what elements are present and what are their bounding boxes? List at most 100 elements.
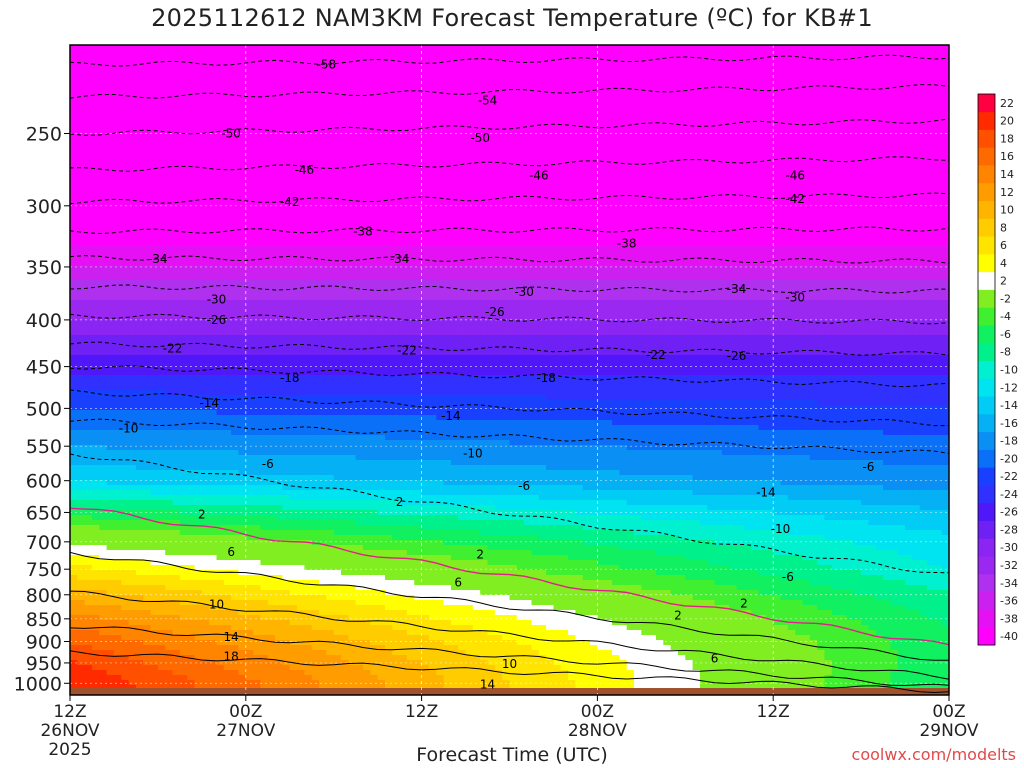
temperature-cell — [326, 255, 335, 261]
temperature-cell — [165, 495, 174, 501]
temperature-cell — [289, 520, 298, 526]
temperature-cell — [70, 150, 78, 156]
temperature-cell — [121, 80, 130, 86]
temperature-cell — [282, 290, 291, 296]
temperature-cell — [99, 445, 108, 451]
temperature-cell — [113, 70, 122, 76]
temperature-cell — [150, 150, 159, 156]
temperature-cell — [267, 325, 276, 331]
temperature-cell — [143, 200, 152, 206]
temperature-cell — [326, 590, 335, 596]
temperature-cell — [201, 250, 210, 256]
temperature-cell — [311, 150, 320, 156]
temperature-cell — [341, 470, 349, 476]
temperature-cell — [260, 65, 269, 71]
temperature-cell — [165, 105, 174, 111]
temperature-cell — [113, 345, 122, 351]
temperature-cell — [326, 220, 335, 226]
temperature-cell — [319, 540, 327, 546]
temperature-cell — [201, 465, 210, 471]
temperature-cell — [245, 605, 254, 611]
temperature-cell — [238, 360, 247, 366]
temperature-cell — [150, 555, 159, 561]
temperature-cell — [77, 195, 86, 201]
temperature-cell — [106, 575, 115, 581]
temperature-cell — [245, 565, 254, 571]
temperature-cell — [150, 675, 159, 681]
temperature-cell — [179, 240, 188, 246]
temperature-cell — [106, 235, 115, 241]
temperature-cell — [194, 515, 203, 521]
temperature-cell — [135, 360, 144, 366]
temperature-cell — [70, 585, 78, 591]
temperature-cell — [106, 630, 115, 636]
temperature-cell — [289, 125, 298, 131]
temperature-cell — [311, 595, 320, 601]
temperature-cell — [157, 535, 166, 541]
temperature-cell — [172, 495, 181, 501]
temperature-cell — [297, 435, 305, 441]
temperature-cell — [121, 125, 130, 131]
temperature-cell — [201, 670, 210, 676]
temperature-cell — [128, 300, 137, 306]
temperature-cell — [77, 505, 86, 511]
temperature-cell — [231, 45, 240, 51]
temperature-cell — [106, 600, 115, 606]
temperature-cell — [99, 640, 108, 646]
temperature-cell — [245, 360, 254, 366]
temperature-cell — [267, 365, 276, 371]
temperature-cell — [216, 320, 225, 326]
temperature-cell — [282, 175, 291, 181]
temperature-cell — [209, 355, 218, 361]
temperature-cell — [253, 255, 262, 261]
temperature-cell — [260, 530, 269, 536]
temperature-cell — [216, 130, 225, 136]
temperature-cell — [194, 415, 203, 421]
temperature-cell — [348, 50, 357, 56]
temperature-cell — [304, 60, 313, 66]
temperature-cell — [135, 625, 144, 631]
temperature-cell — [253, 65, 262, 71]
temperature-cell — [99, 185, 108, 191]
temperature-cell — [128, 170, 137, 176]
temperature-cell — [297, 505, 305, 511]
temperature-cell — [209, 620, 218, 626]
temperature-cell — [194, 495, 203, 501]
temperature-cell — [297, 115, 305, 121]
temperature-cell — [348, 180, 357, 186]
temperature-cell — [319, 480, 327, 486]
temperature-cell — [179, 295, 188, 301]
temperature-cell — [253, 575, 262, 581]
temperature-cell — [289, 275, 298, 281]
temperature-cell — [113, 555, 122, 561]
temperature-cell — [99, 330, 108, 336]
temperature-cell — [326, 475, 335, 481]
temperature-cell — [179, 250, 188, 256]
temperature-cell — [231, 205, 240, 211]
temperature-cell — [201, 70, 210, 76]
temperature-cell — [99, 650, 108, 656]
temperature-cell — [99, 550, 108, 556]
temperature-cell — [84, 430, 93, 436]
temperature-cell — [253, 100, 262, 106]
temperature-cell — [267, 265, 276, 271]
temperature-cell — [245, 260, 254, 266]
temperature-cell — [150, 180, 159, 186]
temperature-cell — [157, 230, 166, 236]
temperature-cell — [150, 315, 159, 321]
temperature-cell — [209, 115, 218, 121]
temperature-cell — [319, 45, 327, 51]
temperature-cell — [297, 130, 305, 136]
temperature-cell — [311, 230, 320, 236]
temperature-cell — [84, 480, 93, 486]
temperature-cell — [223, 680, 232, 686]
temperature-cell — [106, 495, 115, 501]
temperature-cell — [326, 375, 335, 381]
temperature-cell — [326, 655, 335, 661]
temperature-cell — [245, 575, 254, 581]
temperature-cell — [121, 595, 130, 601]
temperature-cell — [216, 640, 225, 646]
temperature-cell — [201, 160, 210, 166]
temperature-cell — [106, 135, 115, 141]
temperature-cell — [77, 475, 86, 481]
